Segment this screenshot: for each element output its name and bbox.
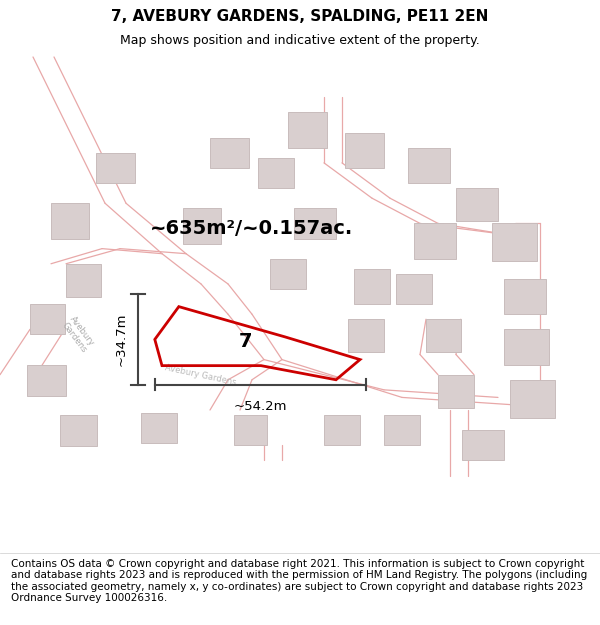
Polygon shape (234, 415, 267, 446)
Polygon shape (504, 279, 546, 314)
Polygon shape (504, 329, 549, 364)
Polygon shape (438, 375, 474, 408)
Text: 7: 7 (239, 332, 253, 351)
Polygon shape (384, 415, 420, 446)
Text: ~54.2m: ~54.2m (233, 400, 287, 413)
Polygon shape (288, 112, 327, 148)
Polygon shape (510, 380, 555, 418)
Polygon shape (462, 430, 504, 461)
Text: ~34.7m: ~34.7m (114, 312, 127, 366)
Polygon shape (96, 152, 135, 183)
Text: 7, AVEBURY GARDENS, SPALDING, PE11 2EN: 7, AVEBURY GARDENS, SPALDING, PE11 2EN (112, 9, 488, 24)
Text: Avebury Gardens: Avebury Gardens (164, 362, 238, 387)
Text: Map shows position and indicative extent of the property.: Map shows position and indicative extent… (120, 34, 480, 47)
Text: Contains OS data © Crown copyright and database right 2021. This information is : Contains OS data © Crown copyright and d… (11, 559, 587, 603)
Polygon shape (492, 223, 537, 261)
Polygon shape (456, 188, 498, 221)
Polygon shape (354, 269, 390, 304)
Polygon shape (210, 138, 249, 168)
Polygon shape (345, 132, 384, 168)
Polygon shape (66, 264, 101, 296)
Polygon shape (426, 319, 461, 352)
Polygon shape (348, 319, 384, 352)
Polygon shape (408, 148, 450, 183)
Text: ~635m²/~0.157ac.: ~635m²/~0.157ac. (151, 219, 353, 238)
Polygon shape (258, 158, 294, 188)
Polygon shape (141, 412, 177, 442)
Polygon shape (183, 208, 221, 244)
Polygon shape (30, 304, 65, 334)
Text: Avebury
Gardens: Avebury Gardens (59, 314, 97, 354)
Polygon shape (270, 259, 306, 289)
Polygon shape (324, 415, 360, 446)
Polygon shape (414, 223, 456, 259)
Polygon shape (51, 203, 89, 239)
Polygon shape (396, 274, 432, 304)
Polygon shape (60, 415, 97, 446)
Polygon shape (27, 364, 66, 396)
Polygon shape (294, 208, 336, 239)
